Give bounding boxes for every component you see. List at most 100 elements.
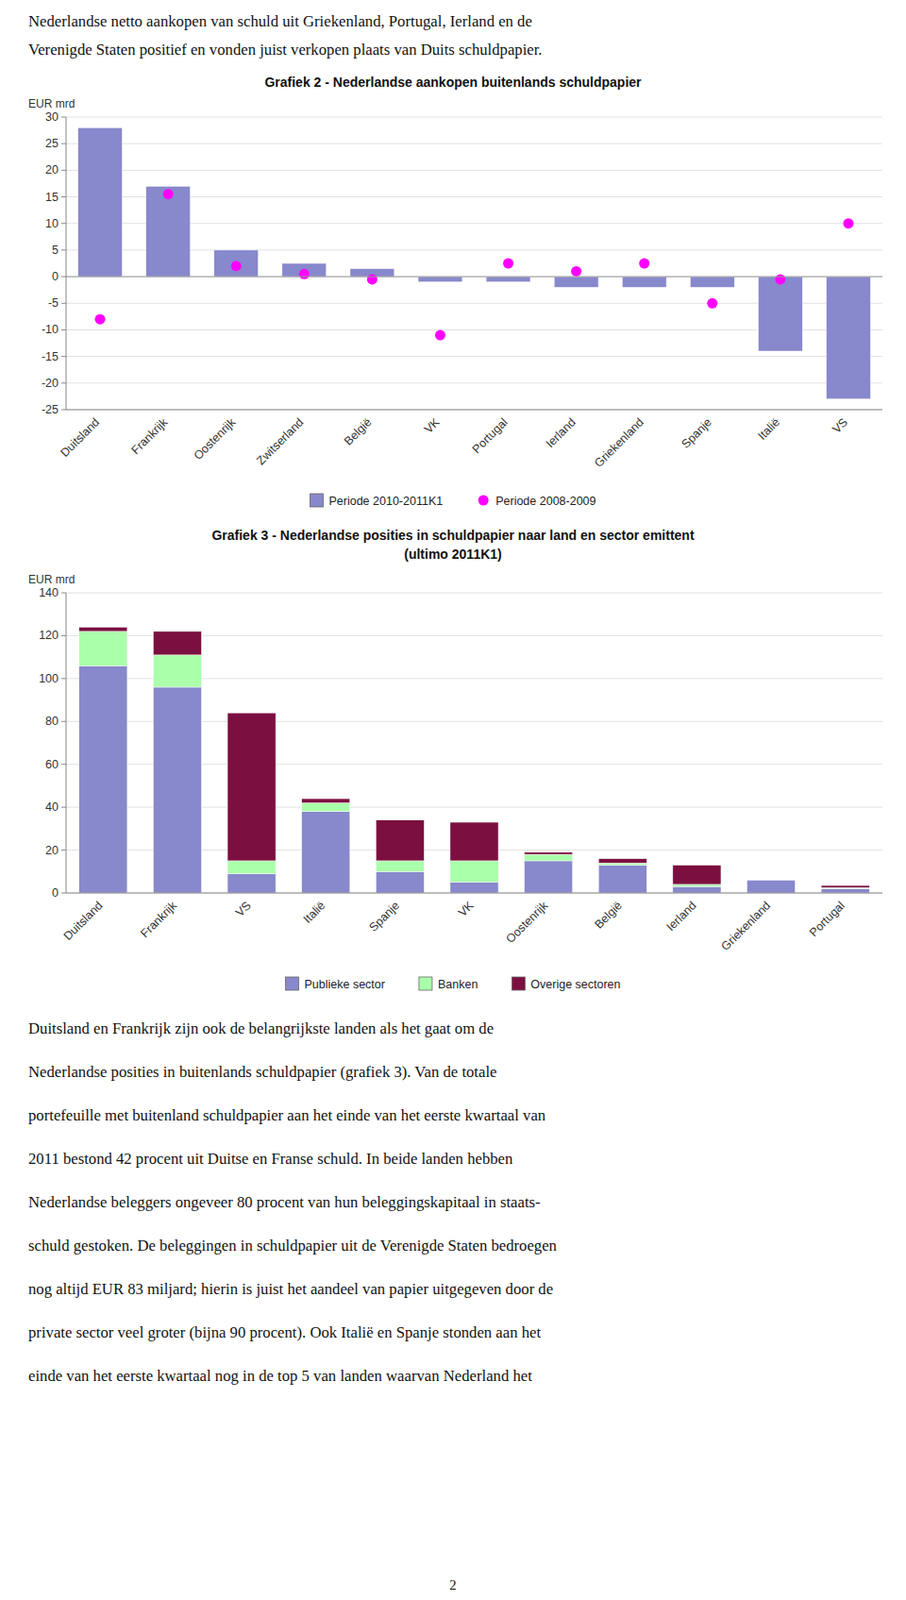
bar — [672, 886, 722, 893]
x-tick-label: Portugal — [806, 898, 848, 940]
y-tick — [61, 276, 67, 278]
x-tick-label: Griekenland — [591, 415, 647, 470]
scatter-point — [842, 218, 854, 229]
bar — [821, 885, 870, 888]
bar — [375, 871, 424, 893]
legend-item: Publieke sector — [285, 976, 385, 991]
y-tick-label: 0 — [51, 886, 59, 900]
scatter-point — [570, 266, 582, 277]
bar — [227, 873, 276, 893]
bar — [79, 665, 128, 893]
bar — [146, 185, 191, 277]
bar — [689, 276, 735, 287]
bar — [227, 860, 276, 874]
y-tick — [61, 382, 67, 384]
bar — [746, 879, 795, 881]
paragraph-line: einde van het eerste kwartaal nog in de … — [28, 1366, 533, 1385]
y-tick-label: 30 — [45, 110, 59, 124]
scatter-point — [774, 273, 786, 285]
paragraph-line: portefeuille met buitenland schuldpapier… — [28, 1106, 547, 1125]
legend-item: Overige sectoren — [511, 976, 621, 991]
scatter-point — [503, 258, 514, 269]
bar — [621, 276, 667, 287]
legend-item: Periode 2010-2011K1 — [309, 493, 443, 508]
y-tick — [61, 592, 67, 594]
x-tick-label: Griekenland — [719, 898, 774, 954]
y-tick — [61, 409, 67, 411]
bar — [375, 860, 424, 872]
bar — [227, 712, 276, 861]
bar — [757, 276, 803, 352]
chart: Grafiek 3 - Nederlandse posities in schu… — [28, 527, 883, 991]
page: Nederlandse netto aankopen van schuld ui… — [0, 0, 906, 1600]
y-tick-label: 10 — [45, 217, 59, 231]
bar — [598, 862, 647, 865]
y-tick-label: -20 — [41, 376, 59, 390]
grid-line — [66, 276, 883, 278]
bar — [486, 276, 531, 283]
legend-item: Periode 2008-2009 — [478, 494, 597, 508]
chart-title: Grafiek 2 - Nederlandse aankopen buitenl… — [264, 74, 642, 90]
x-tick-label: Duitsland — [57, 415, 102, 460]
y-tick-label: -5 — [48, 296, 59, 310]
scatter-point — [435, 330, 446, 341]
legend-label: Banken — [437, 977, 478, 991]
bar — [302, 798, 351, 804]
paragraph-line: Verenigde Staten positief en vonden juis… — [28, 40, 543, 59]
y-tick — [61, 329, 67, 331]
x-tick-label: Ierland — [664, 898, 700, 934]
bar — [450, 882, 499, 893]
x-tick-label: VK — [455, 898, 477, 920]
legend-label: Periode 2010-2011K1 — [328, 494, 443, 508]
paragraph-line: Duitsland en Frankrijk zijn ook de belan… — [28, 1019, 494, 1038]
y-tick — [61, 635, 67, 637]
legend-label: Periode 2008-2009 — [495, 494, 596, 508]
y-tick-label: 0 — [51, 269, 59, 284]
y-tick-label: -15 — [41, 350, 59, 364]
scatter-point — [95, 314, 106, 325]
y-tick — [61, 117, 67, 118]
grid-line — [66, 382, 883, 384]
bar — [746, 879, 795, 893]
chart-subtitle: (ultimo 2011K1) — [403, 546, 502, 562]
x-tick-label: VK — [421, 415, 443, 437]
bar — [214, 250, 259, 277]
y-axis-label: EUR mrd — [28, 572, 75, 587]
y-tick-label: 80 — [45, 714, 59, 728]
y-tick — [61, 302, 67, 304]
bar — [78, 127, 123, 277]
y-tick — [61, 249, 67, 251]
y-tick-label: 5 — [51, 243, 59, 257]
y-tick-label: -10 — [41, 322, 59, 336]
chart-title: Grafiek 3 - Nederlandse posities in schu… — [211, 527, 694, 543]
x-tick-label: Ierland — [543, 415, 579, 451]
grid-line — [66, 592, 883, 594]
x-tick-label: Duitsland — [61, 898, 106, 943]
bar — [524, 854, 573, 861]
page-number: 2 — [449, 1577, 456, 1593]
y-tick-label: 20 — [45, 843, 59, 857]
bar — [553, 276, 599, 287]
y-axis-line — [66, 117, 68, 410]
x-axis-line — [66, 892, 883, 894]
bar — [450, 822, 499, 861]
chart: Grafiek 2 - Nederlandse aankopen buitenl… — [28, 74, 883, 508]
grid-line — [66, 355, 883, 357]
x-tick-label: Oostenrijk — [191, 415, 239, 463]
x-tick-label: België — [591, 898, 625, 932]
legend-label: Overige sectoren — [530, 977, 621, 991]
x-axis-line — [66, 409, 883, 411]
scatter-point — [163, 188, 174, 200]
bar — [598, 864, 647, 893]
grid-line — [66, 143, 883, 145]
grid-line — [66, 892, 883, 894]
legend: Publieke sector Banken Overige sectoren — [285, 976, 621, 991]
scatter-point — [706, 298, 718, 309]
paragraph-line: schuld gestoken. De beleggingen in schul… — [28, 1236, 558, 1255]
bar — [152, 631, 202, 655]
bar — [672, 884, 722, 887]
x-tick-label: Portugal — [469, 415, 511, 456]
y-tick-label: 40 — [45, 800, 59, 814]
y-tick — [61, 222, 67, 224]
grid-line — [66, 117, 883, 118]
